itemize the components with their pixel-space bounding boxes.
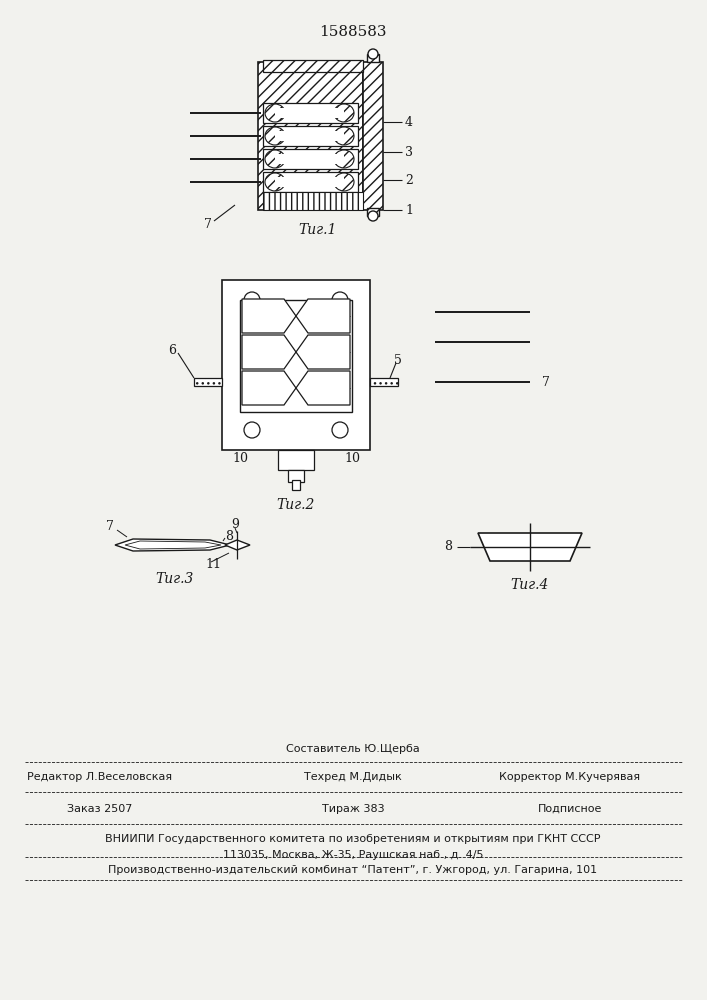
Polygon shape xyxy=(242,335,296,369)
Text: 1588583: 1588583 xyxy=(320,25,387,39)
Bar xyxy=(367,208,379,216)
Ellipse shape xyxy=(265,173,285,191)
Text: 3: 3 xyxy=(405,145,413,158)
Polygon shape xyxy=(115,539,230,551)
Bar xyxy=(275,177,344,187)
Text: 9: 9 xyxy=(231,518,239,532)
Text: 10: 10 xyxy=(232,452,248,464)
Bar xyxy=(288,470,304,482)
Bar xyxy=(263,60,363,72)
Bar xyxy=(240,300,352,412)
Text: 8: 8 xyxy=(225,530,233,544)
Bar xyxy=(263,103,358,123)
Bar xyxy=(275,108,344,118)
Text: 6: 6 xyxy=(168,344,176,357)
Polygon shape xyxy=(296,299,350,333)
Ellipse shape xyxy=(334,150,354,168)
Bar xyxy=(263,192,363,210)
Bar xyxy=(275,131,344,141)
Circle shape xyxy=(332,292,348,308)
Ellipse shape xyxy=(334,104,354,122)
Bar xyxy=(278,450,314,470)
Ellipse shape xyxy=(265,127,285,145)
Text: 5: 5 xyxy=(394,354,402,366)
Bar xyxy=(258,62,363,210)
Bar xyxy=(275,154,344,164)
Bar xyxy=(263,149,358,169)
Polygon shape xyxy=(478,533,582,561)
Bar xyxy=(370,378,398,386)
Polygon shape xyxy=(296,371,350,405)
Ellipse shape xyxy=(334,127,354,145)
Text: Заказ 2507: Заказ 2507 xyxy=(67,804,133,814)
Bar xyxy=(263,126,358,146)
Text: 10: 10 xyxy=(344,452,360,464)
Polygon shape xyxy=(242,371,296,405)
Text: ВНИИПИ Государственного комитета по изобретениям и открытиям при ГКНТ СССР: ВНИИПИ Государственного комитета по изоб… xyxy=(105,834,601,844)
Text: Редактор Л.Веселовская: Редактор Л.Веселовская xyxy=(28,772,173,782)
Text: 11: 11 xyxy=(205,558,221,572)
Text: Тираж 383: Тираж 383 xyxy=(322,804,385,814)
Bar xyxy=(194,378,222,386)
Ellipse shape xyxy=(334,173,354,191)
Text: Τиг.1: Τиг.1 xyxy=(299,223,337,237)
Text: Τиг.2: Τиг.2 xyxy=(277,498,315,512)
Text: 113035, Москва, Ж-35, Раушская наб., д. 4/5: 113035, Москва, Ж-35, Раушская наб., д. … xyxy=(223,850,484,860)
Bar xyxy=(367,54,379,62)
Text: Τиг.4: Τиг.4 xyxy=(511,578,549,592)
Circle shape xyxy=(244,422,260,438)
Bar xyxy=(263,172,358,192)
Text: Τиг.3: Τиг.3 xyxy=(156,572,194,586)
Text: 1: 1 xyxy=(405,204,413,217)
Ellipse shape xyxy=(265,150,285,168)
Text: Корректор М.Кучерявая: Корректор М.Кучерявая xyxy=(499,772,641,782)
Text: 7: 7 xyxy=(542,375,550,388)
Polygon shape xyxy=(296,335,350,369)
Polygon shape xyxy=(225,540,250,550)
Text: 7: 7 xyxy=(106,520,114,534)
Bar xyxy=(292,480,300,490)
Ellipse shape xyxy=(265,104,285,122)
Bar xyxy=(363,62,383,210)
Text: 2: 2 xyxy=(405,174,413,186)
Polygon shape xyxy=(242,299,296,333)
Text: Техред М.Дидык: Техред М.Дидык xyxy=(304,772,402,782)
Text: 8: 8 xyxy=(444,540,452,554)
Circle shape xyxy=(368,49,378,59)
Circle shape xyxy=(244,292,260,308)
Bar xyxy=(222,280,370,450)
Circle shape xyxy=(368,211,378,221)
Text: Производственно-издательский комбинат “Патент”, г. Ужгород, ул. Гагарина, 101: Производственно-издательский комбинат “П… xyxy=(108,865,597,875)
Text: Подписное: Подписное xyxy=(538,804,602,814)
Text: 7: 7 xyxy=(204,219,212,232)
Circle shape xyxy=(332,422,348,438)
Text: Составитель Ю.Щерба: Составитель Ю.Щерба xyxy=(286,744,420,754)
Text: 4: 4 xyxy=(405,115,413,128)
